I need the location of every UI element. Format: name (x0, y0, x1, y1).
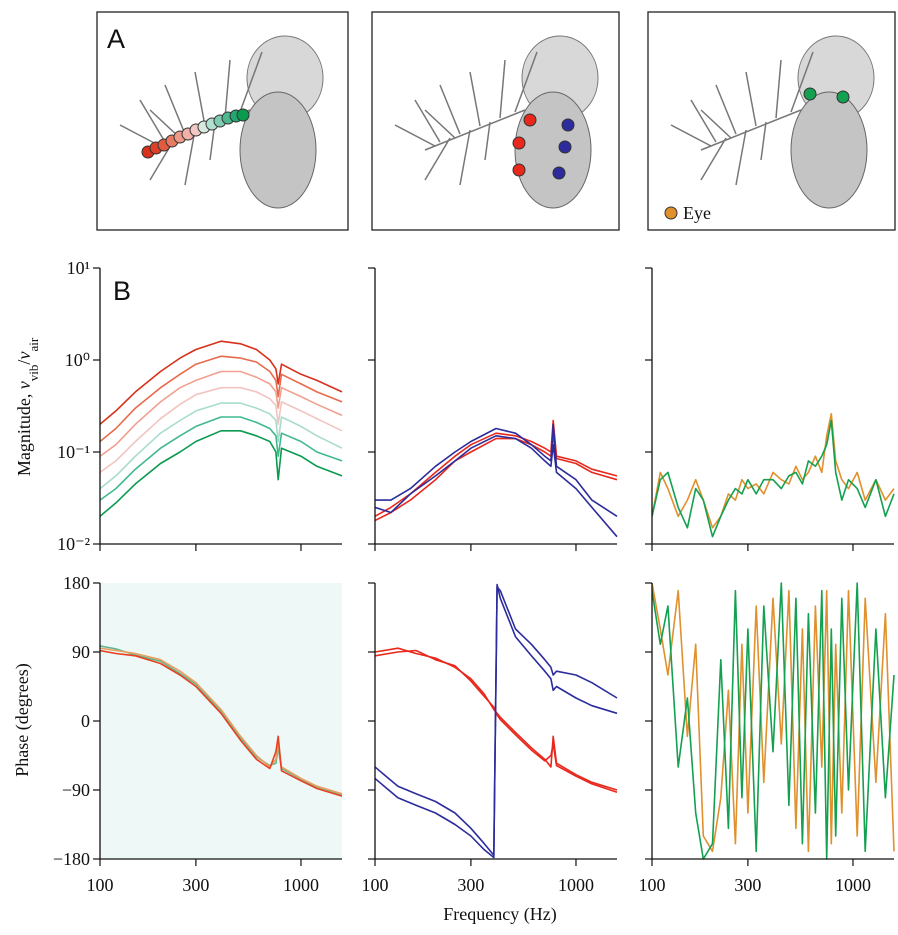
series-line (100, 430, 343, 517)
x-tick-label: 100 (639, 875, 666, 895)
y-tick-label: 10¹ (67, 258, 90, 278)
y-axis-label: Magnitude, vvib/vair (14, 337, 41, 476)
series-line (375, 649, 618, 794)
series-line (375, 586, 618, 856)
y-tick-label: −90 (62, 780, 90, 800)
series-line (100, 340, 343, 425)
series-line (652, 582, 895, 853)
x-tick-label: 300 (457, 875, 484, 895)
x-tick-label: 1000 (283, 875, 319, 895)
series-line (100, 402, 343, 490)
plot-lines (652, 413, 895, 538)
panel-label: B (113, 276, 131, 306)
series-line (652, 413, 895, 529)
y-tick-label: 90 (72, 642, 90, 662)
series-line (375, 435, 618, 522)
series-line (100, 647, 343, 795)
x-tick-label: 1000 (835, 875, 871, 895)
fly-drawing (670, 35, 875, 209)
plot-background (100, 583, 342, 859)
series-line (652, 419, 895, 538)
image-frame (96, 11, 349, 231)
fly-drawing (119, 35, 324, 209)
eye-label: Eye (683, 203, 711, 223)
plot-lines (100, 340, 343, 517)
y-tick-label: −180 (53, 849, 90, 869)
plot-lines (652, 582, 895, 860)
y-label-part: air (26, 337, 41, 351)
plot-lines (100, 645, 343, 797)
series-line (100, 649, 343, 797)
y-label-part: v (14, 381, 34, 389)
series-line (100, 416, 343, 501)
series-line (375, 435, 618, 538)
series-line (100, 645, 343, 796)
x-tick-label: 1000 (558, 875, 594, 895)
y-tick-label: 180 (63, 573, 90, 593)
plot-lines (375, 583, 618, 859)
x-axis-label: Frequency (Hz) (443, 904, 556, 925)
x-tick-label: 100 (87, 875, 114, 895)
plot-lines (375, 419, 618, 538)
x-tick-label: 300 (182, 875, 209, 895)
y-label-part: v (14, 352, 34, 360)
series-line (100, 386, 343, 474)
x-tick-label: 100 (362, 875, 389, 895)
series-line (375, 419, 618, 517)
row-a: Eye A (96, 11, 896, 231)
series-line (652, 582, 895, 860)
y-tick-label: 10⁻¹ (57, 442, 90, 462)
y-tick-label: 10⁻² (57, 534, 90, 554)
x-tick-label: 300 (734, 875, 761, 895)
series-line (100, 370, 343, 457)
y-label-part: / (14, 360, 34, 365)
y-axis-label: Phase (degrees) (12, 663, 33, 776)
image-frame (647, 11, 896, 231)
panel-label: A (107, 24, 125, 54)
series-line (375, 423, 618, 517)
y-label-part: Magnitude, (14, 389, 34, 476)
series-line (375, 583, 618, 859)
series-line (100, 355, 343, 443)
y-label-part: vib (26, 365, 41, 382)
y-tick-label: 0 (81, 711, 90, 731)
image-frame (371, 11, 620, 231)
y-tick-label: 10⁰ (65, 350, 90, 370)
